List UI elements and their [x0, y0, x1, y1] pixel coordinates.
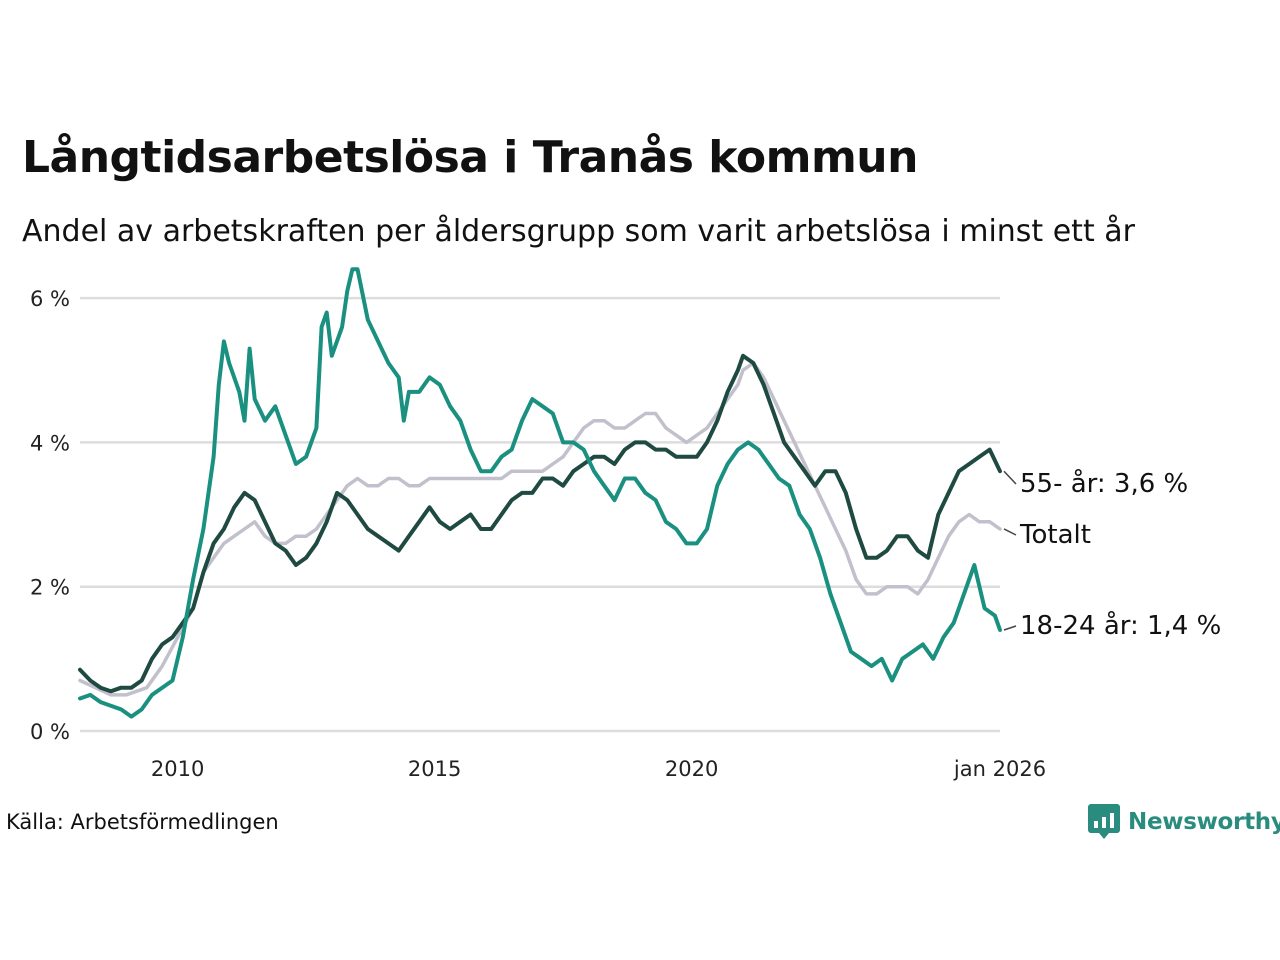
- x-tick-label: 2010: [151, 757, 204, 781]
- x-axis: 2010 2015 2020 jan 2026: [151, 757, 1046, 781]
- series-labels: Totalt 55- år: 3,6 % 18-24 år: 1,4 %: [1003, 468, 1221, 641]
- chart-subtitle: Andel av arbetskraften per åldersgrupp s…: [22, 214, 1135, 249]
- label-connector-age1824: [1003, 625, 1017, 631]
- series-label-age1824: 18-24 år: 1,4 %: [1020, 610, 1221, 641]
- source-note: Källa: Arbetsförmedlingen: [6, 810, 279, 834]
- newsworthy-logo-text: Newsworthy: [1128, 809, 1280, 835]
- label-connector-age55: [1003, 470, 1017, 485]
- y-axis: 0 % 2 % 4 % 6 %: [30, 287, 70, 744]
- y-tick-label: 2 %: [30, 576, 70, 600]
- y-tick-label: 6 %: [30, 287, 70, 311]
- newsworthy-logo-icon: [1088, 804, 1120, 839]
- y-tick-label: 0 %: [30, 720, 70, 744]
- series-label-age55: 55- år: 3,6 %: [1020, 468, 1188, 499]
- series-line-age1824: [78, 267, 1002, 719]
- label-connector-total: [1003, 528, 1017, 536]
- chart-title: Långtidsarbetslösa i Tranås kommun: [22, 132, 918, 183]
- grid-lines: [80, 296, 1000, 733]
- y-tick-label: 4 %: [30, 431, 70, 455]
- series-lines: [78, 267, 1002, 719]
- series-line-total: [78, 361, 1002, 697]
- series-label-total: Totalt: [1019, 520, 1091, 550]
- newsworthy-logo: Newsworthy: [1088, 804, 1280, 840]
- x-tick-label: 2020: [665, 757, 718, 781]
- x-tick-label: jan 2026: [953, 757, 1046, 781]
- series-line-age55: [78, 353, 1002, 694]
- x-tick-label: 2015: [408, 757, 461, 781]
